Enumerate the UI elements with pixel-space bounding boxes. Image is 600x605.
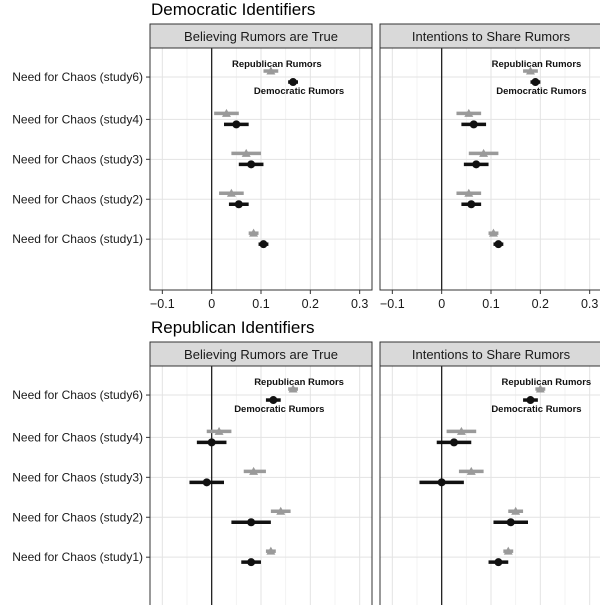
y-axis-label: Need for Chaos (study3) (12, 152, 143, 166)
point-estimate-triangle (266, 66, 276, 75)
point-estimate-circle (269, 396, 278, 405)
point-estimate-circle (526, 396, 535, 405)
point-estimate-circle (506, 518, 515, 527)
point-estimate-circle (202, 478, 211, 487)
x-tick-label: 0.2 (302, 297, 319, 311)
point-estimate-circle (494, 558, 503, 567)
y-axis-label: Need for Chaos (study4) (12, 430, 143, 444)
point-estimate-circle (289, 78, 298, 87)
point-estimate-triangle (511, 506, 521, 515)
point-estimate-triangle (276, 506, 286, 515)
point-estimate-circle (259, 240, 268, 249)
panel-border (379, 365, 600, 605)
panel-border (149, 365, 373, 605)
point-estimate-triangle (241, 148, 251, 157)
panel-strip (149, 23, 373, 49)
point-estimate-triangle (466, 466, 476, 475)
point-estimate-circle (234, 200, 243, 209)
y-axis-label: Need for Chaos (study1) (12, 550, 143, 564)
point-estimate-circle (207, 438, 216, 447)
plot-background (380, 48, 600, 290)
point-estimate-circle (469, 120, 478, 129)
point-estimate-circle (232, 120, 241, 129)
point-estimate-triangle (503, 546, 513, 555)
group-title: Democratic Identifiers (151, 0, 315, 19)
series-annotation-democratic: Democratic Rumors (234, 404, 324, 415)
x-tick-label: 0.1 (482, 297, 499, 311)
point-estimate-triangle (288, 384, 298, 393)
point-estimate-circle (531, 78, 540, 87)
point-estimate-circle (467, 200, 476, 209)
plot-background (380, 366, 600, 605)
point-estimate-triangle (525, 66, 535, 75)
point-estimate-triangle (266, 546, 276, 555)
point-estimate-triangle (535, 384, 545, 393)
point-estimate-triangle (221, 108, 231, 117)
point-estimate-triangle (214, 426, 224, 435)
panel-title: Intentions to Share Rumors (412, 347, 571, 362)
group-title: Republican Identifiers (151, 318, 314, 337)
point-estimate-circle (247, 558, 256, 567)
point-estimate-triangle (249, 466, 259, 475)
point-estimate-triangle (249, 228, 259, 237)
point-estimate-circle (472, 160, 481, 169)
y-axis-label: Need for Chaos (study4) (12, 112, 143, 126)
series-annotation-republican: Republican Rumors (254, 377, 344, 388)
point-estimate-circle (247, 518, 256, 527)
x-tick-label: −0.1 (150, 297, 175, 311)
y-axis-label: Need for Chaos (study2) (12, 510, 143, 524)
point-estimate-circle (247, 160, 256, 169)
y-axis-label: Need for Chaos (study3) (12, 470, 143, 484)
y-axis-label: Need for Chaos (study6) (12, 388, 143, 402)
panel-title: Believing Rumors are True (184, 347, 338, 362)
y-axis-label: Need for Chaos (study2) (12, 192, 143, 206)
y-axis-label: Need for Chaos (study6) (12, 70, 143, 84)
point-estimate-circle (450, 438, 458, 447)
point-estimate-triangle (464, 188, 474, 197)
panel-strip (379, 341, 600, 367)
series-annotation-democratic: Democratic Rumors (254, 86, 344, 97)
point-estimate-circle (494, 240, 503, 249)
x-tick-label: 0.3 (351, 297, 368, 311)
x-tick-label: 0.3 (581, 297, 598, 311)
series-annotation-democratic: Democratic Rumors (491, 404, 581, 415)
panel-strip (149, 341, 373, 367)
point-estimate-triangle (488, 228, 498, 237)
y-axis-label: Need for Chaos (study1) (12, 232, 143, 246)
series-annotation-democratic: Democratic Rumors (496, 86, 586, 97)
x-tick-label: 0 (438, 297, 445, 311)
panel-title: Believing Rumors are True (184, 29, 338, 44)
x-tick-label: 0 (208, 297, 215, 311)
series-annotation-republican: Republican Rumors (492, 59, 582, 70)
panel-title: Intentions to Share Rumors (412, 29, 571, 44)
x-tick-label: 0.2 (532, 297, 549, 311)
point-estimate-circle (437, 478, 446, 487)
point-estimate-triangle (464, 108, 474, 117)
point-estimate-triangle (479, 148, 489, 157)
panel-strip (379, 23, 600, 49)
series-annotation-republican: Republican Rumors (232, 59, 322, 70)
x-tick-label: −0.1 (380, 297, 405, 311)
series-annotation-republican: Republican Rumors (501, 377, 591, 388)
x-tick-label: 0.1 (252, 297, 269, 311)
point-estimate-triangle (456, 426, 466, 435)
point-estimate-triangle (226, 188, 236, 197)
